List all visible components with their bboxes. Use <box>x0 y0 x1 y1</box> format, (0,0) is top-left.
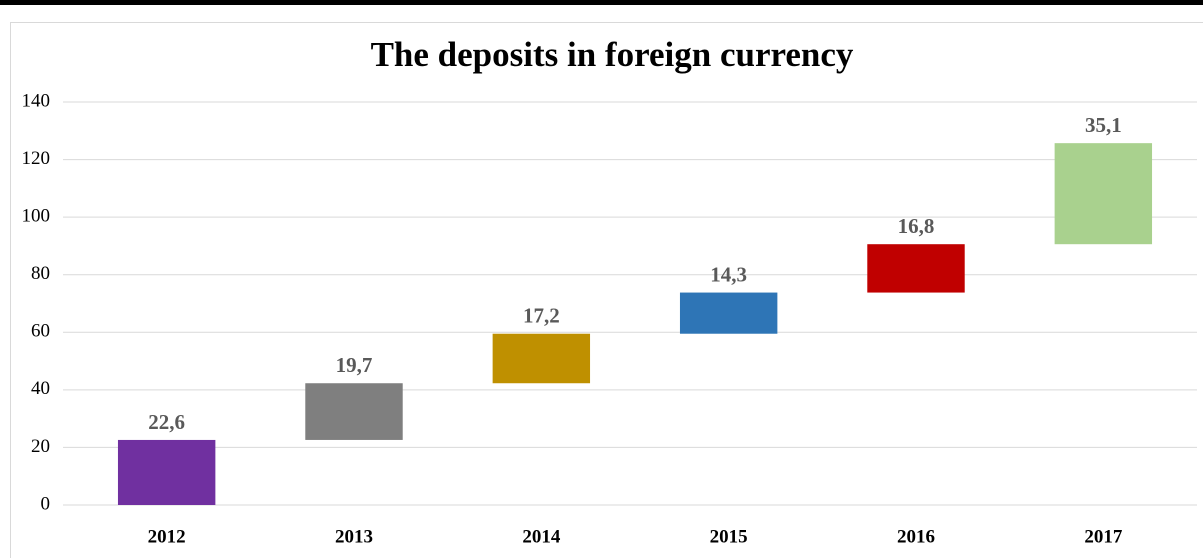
y-tick-label: 140 <box>22 90 51 111</box>
y-tick-label: 120 <box>22 148 51 169</box>
bar <box>679 292 778 334</box>
data-label: 35,1 <box>1085 113 1122 137</box>
x-tick-label: 2017 <box>1084 526 1123 547</box>
bar <box>305 383 403 440</box>
x-tick-label: 2016 <box>897 526 935 547</box>
x-tick-label: 2013 <box>335 526 373 547</box>
chart-frame <box>10 22 1203 558</box>
y-tick-label: 0 <box>41 493 51 514</box>
data-label: 19,7 <box>336 353 373 377</box>
data-label: 16,8 <box>898 214 935 238</box>
bar <box>492 333 591 384</box>
x-tick-label: 2015 <box>710 526 748 547</box>
data-label: 14,3 <box>710 262 747 286</box>
y-tick-label: 100 <box>22 206 51 227</box>
y-tick-label: 60 <box>31 321 50 342</box>
data-label: 17,2 <box>523 304 560 328</box>
chart-title: The deposits in foreign currency <box>371 35 854 74</box>
x-tick-label: 2012 <box>148 526 186 547</box>
x-tick-label: 2014 <box>522 526 561 547</box>
bar <box>867 244 965 293</box>
bar <box>1054 143 1153 245</box>
y-tick-label: 80 <box>31 263 50 284</box>
bar <box>117 439 216 505</box>
y-tick-label: 40 <box>31 378 50 399</box>
top-border <box>0 0 1203 5</box>
data-label: 22,6 <box>148 410 185 434</box>
y-tick-label: 20 <box>31 436 50 457</box>
